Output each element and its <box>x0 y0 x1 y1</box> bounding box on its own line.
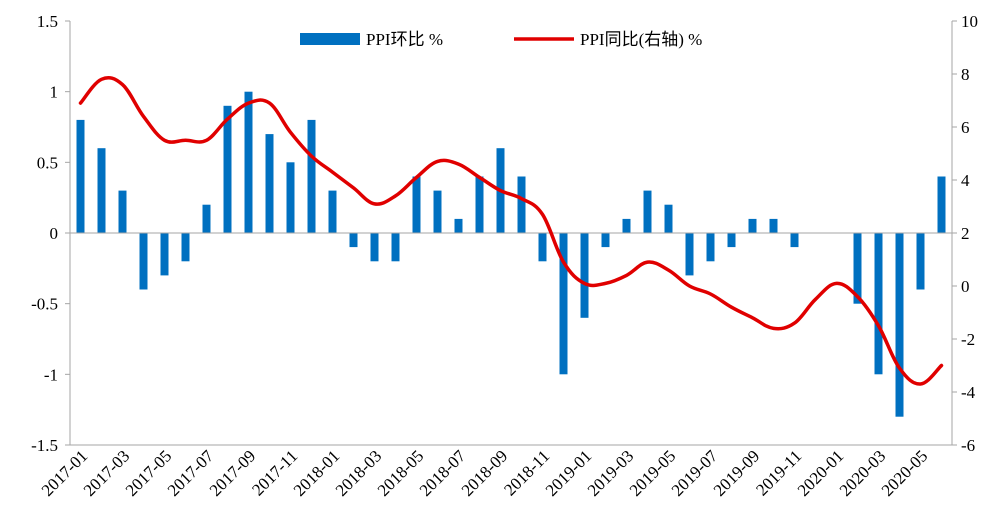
right-axis: 10 8 6 4 2 0 -2 -4 -6 <box>951 12 978 455</box>
left-tick-label: 1 <box>50 83 59 102</box>
x-tick-label: 2017-11 <box>248 446 301 499</box>
bar <box>118 190 127 233</box>
bar <box>790 233 799 248</box>
bar <box>307 119 316 233</box>
right-tick-label: 0 <box>961 277 970 296</box>
x-tick-label: 2020-05 <box>878 446 932 500</box>
x-axis: 2017-012017-032017-052017-072017-092017-… <box>38 444 952 500</box>
bar <box>181 233 190 262</box>
x-tick-label: 2018-01 <box>290 446 344 500</box>
legend-bar-label: PPI环比 % <box>366 30 443 49</box>
ppi-yoy-line <box>78 76 944 386</box>
left-tick-label: 0 <box>50 224 59 243</box>
right-tick-label: 4 <box>961 171 970 190</box>
x-tick-label: 2017-07 <box>164 446 218 500</box>
legend-line-label: PPI同比(右轴) % <box>580 30 702 49</box>
x-tick-label: 2019-07 <box>668 446 722 500</box>
x-tick-label: 2019-03 <box>584 446 638 500</box>
bar <box>328 190 337 233</box>
bar <box>454 218 463 233</box>
bar <box>622 218 631 233</box>
x-tick-label: 2018-07 <box>416 446 470 500</box>
x-tick-label: 2019-09 <box>710 446 764 500</box>
x-tick-label: 2018-03 <box>332 446 386 500</box>
left-tick-label: -0.5 <box>31 295 58 314</box>
bar <box>685 233 694 276</box>
legend: PPI环比 % PPI同比(右轴) % <box>300 30 702 49</box>
left-tick-label: 1.5 <box>37 12 58 31</box>
right-tick-label: 10 <box>961 12 978 31</box>
bar <box>202 204 211 233</box>
bar <box>349 233 358 248</box>
legend-bar-swatch <box>300 33 360 45</box>
bar <box>475 176 484 233</box>
x-tick-label: 2017-03 <box>80 446 134 500</box>
bar <box>853 233 862 304</box>
x-tick-label: 2019-11 <box>752 446 805 499</box>
bar <box>265 134 274 233</box>
bar <box>391 233 400 262</box>
bar <box>370 233 379 262</box>
bar <box>97 148 106 233</box>
bar <box>727 233 736 248</box>
bar <box>559 233 568 375</box>
line-series <box>78 76 944 386</box>
right-tick-label: 6 <box>961 118 970 137</box>
bar <box>937 176 946 233</box>
bar <box>160 233 169 276</box>
left-tick-label: 0.5 <box>37 153 58 172</box>
x-tick-label: 2018-05 <box>374 446 428 500</box>
right-tick-label: 8 <box>961 65 970 84</box>
left-axis: 1.5 1 0.5 0 -0.5 -1 -1.5 <box>31 12 71 455</box>
x-tick-label: 2020-01 <box>794 446 848 500</box>
x-tick-label: 2019-01 <box>542 446 596 500</box>
x-tick-label: 2019-05 <box>626 446 680 500</box>
x-tick-label: 2020-03 <box>836 446 890 500</box>
bar <box>601 233 610 248</box>
bar <box>76 119 85 233</box>
bar <box>874 233 883 375</box>
right-tick-label: -2 <box>961 330 975 349</box>
x-tick-label: 2017-09 <box>206 446 260 500</box>
bar <box>286 162 295 233</box>
bar <box>139 233 148 290</box>
bar <box>433 190 442 233</box>
bar <box>769 218 778 233</box>
bar <box>412 176 421 233</box>
left-tick-label: -1 <box>44 365 58 384</box>
bar <box>244 91 253 233</box>
right-tick-label: -6 <box>961 436 975 455</box>
bar <box>664 204 673 233</box>
bar <box>223 105 232 233</box>
bar <box>895 233 904 417</box>
right-tick-label: 2 <box>961 224 970 243</box>
bar <box>538 233 547 262</box>
bar <box>517 176 526 233</box>
bar <box>706 233 715 262</box>
bar <box>643 190 652 233</box>
x-tick-label: 2017-05 <box>122 446 176 500</box>
x-tick-label: 2018-09 <box>458 446 512 500</box>
bar-series <box>76 91 946 417</box>
right-tick-label: -4 <box>961 383 976 402</box>
bar <box>580 233 589 318</box>
bar <box>748 218 757 233</box>
x-tick-label: 2018-11 <box>500 446 553 499</box>
bar <box>916 233 925 290</box>
left-tick-label: -1.5 <box>31 436 58 455</box>
